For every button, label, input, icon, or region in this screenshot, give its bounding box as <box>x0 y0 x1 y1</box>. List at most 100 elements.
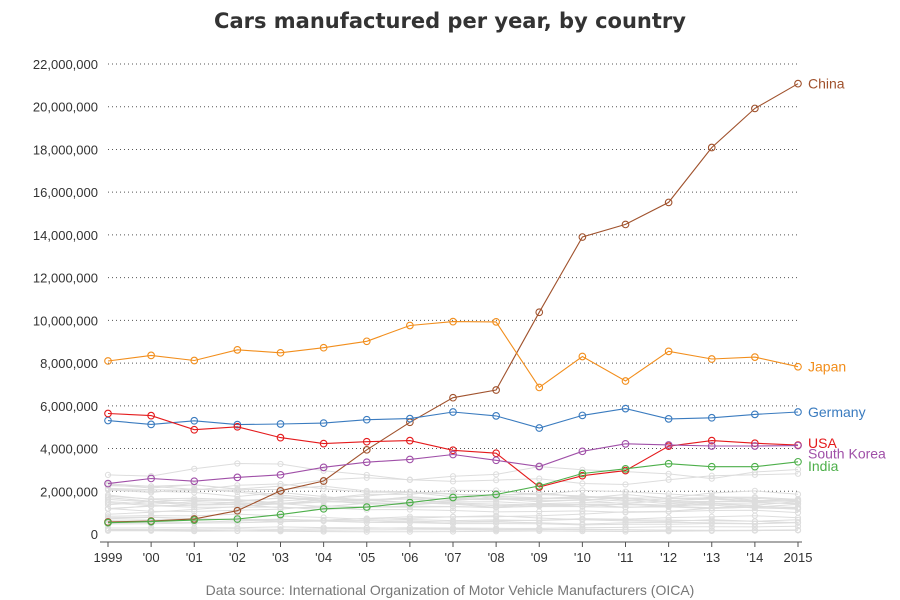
background-series-point <box>449 524 457 532</box>
data-point <box>578 352 587 361</box>
background-series-point <box>794 523 802 530</box>
chart-title: Cars manufactured per year, by country <box>214 9 686 33</box>
background-series-point <box>406 476 413 483</box>
background-series-point <box>493 477 500 484</box>
background-series-point <box>536 517 543 524</box>
data-point <box>794 457 802 466</box>
y-tick-label: 2,000,000 <box>40 484 98 499</box>
background-series-point <box>622 524 629 531</box>
background-series-line <box>107 526 799 532</box>
data-point <box>362 503 371 511</box>
data-point <box>190 477 199 486</box>
data-point <box>535 482 544 490</box>
background-series-point <box>320 517 327 524</box>
background-series-point <box>794 527 802 534</box>
data-point <box>147 517 155 526</box>
background-series-point <box>406 516 413 523</box>
background-series-point <box>708 527 715 534</box>
background-series-point <box>406 506 413 513</box>
x-tick-label: 2015 <box>784 550 813 565</box>
data-point <box>276 470 285 479</box>
y-tick-label: 8,000,000 <box>40 356 98 371</box>
series-germany: Germany <box>104 404 866 432</box>
y-tick-label: 20,000,000 <box>33 100 98 115</box>
x-tick-label: '13 <box>703 550 720 565</box>
y-tick-label: 10,000,000 <box>33 313 98 328</box>
y-tick-label: 14,000,000 <box>33 228 98 243</box>
data-point <box>707 355 716 363</box>
data-point <box>147 351 155 360</box>
x-tick-label: '05 <box>358 550 375 565</box>
data-point <box>449 450 457 459</box>
data-point <box>794 441 802 450</box>
x-tick-label: '01 <box>186 550 203 565</box>
y-tick-label: 6,000,000 <box>40 399 98 414</box>
background-series-point <box>751 495 758 502</box>
data-point <box>190 425 199 434</box>
background-series-point <box>148 484 155 492</box>
data-point <box>794 362 802 371</box>
background-series-point <box>536 495 543 502</box>
data-point <box>664 459 673 468</box>
series-line <box>107 321 799 389</box>
background-series-point <box>148 498 155 505</box>
data-point <box>147 420 155 429</box>
background-series-point <box>449 478 457 485</box>
background-series-point <box>277 495 284 502</box>
background-series-point <box>234 486 241 493</box>
data-point <box>664 347 673 356</box>
background-series-point <box>320 498 327 505</box>
data-point <box>664 441 673 449</box>
series-line <box>107 83 799 523</box>
background-series-point <box>579 526 586 533</box>
data-point <box>707 462 716 471</box>
background-series-point <box>708 494 715 501</box>
x-tick-label: '07 <box>445 550 462 565</box>
background-series <box>104 460 802 535</box>
background-series-point <box>579 495 586 502</box>
y-tick-label: 22,000,000 <box>33 57 98 72</box>
data-point <box>578 469 587 478</box>
background-series-line <box>107 462 799 481</box>
x-tick-label: '11 <box>618 550 634 565</box>
background-series-point <box>708 472 715 479</box>
background-series-point <box>751 471 758 478</box>
background-series-point <box>148 483 155 490</box>
background-series-point <box>277 482 284 490</box>
data-point <box>276 510 285 519</box>
background-series-point <box>493 495 500 502</box>
data-point <box>190 356 199 365</box>
background-series-line <box>107 503 799 514</box>
background-series-point <box>794 504 802 511</box>
series-label: India <box>808 458 839 474</box>
data-point <box>406 414 414 423</box>
data-point <box>233 420 242 429</box>
background-series-point <box>449 517 457 524</box>
data-point <box>449 317 457 326</box>
series-japan: Japan <box>104 317 846 392</box>
data-point <box>751 410 759 419</box>
data-point <box>449 408 457 416</box>
background-series-point <box>320 495 327 502</box>
data-point <box>794 408 802 416</box>
background-series-point <box>363 525 370 532</box>
data-point <box>362 437 371 446</box>
data-point <box>406 455 414 464</box>
data-point <box>707 442 716 450</box>
data-point <box>664 415 673 423</box>
background-series-point <box>665 495 672 502</box>
background-series-point <box>665 490 672 498</box>
x-tick-label: '10 <box>574 550 591 565</box>
data-point <box>751 104 759 113</box>
background-series-point <box>493 508 500 515</box>
data-point <box>449 493 457 502</box>
background-series-point <box>579 493 586 500</box>
data-point <box>578 471 587 480</box>
background-series-point <box>191 528 198 535</box>
background-series-point <box>363 497 370 504</box>
background-series-point <box>622 481 629 488</box>
series-line <box>107 443 799 485</box>
data-point <box>104 518 112 527</box>
x-tick-label: '14 <box>746 550 763 565</box>
background-series-point <box>148 496 155 503</box>
